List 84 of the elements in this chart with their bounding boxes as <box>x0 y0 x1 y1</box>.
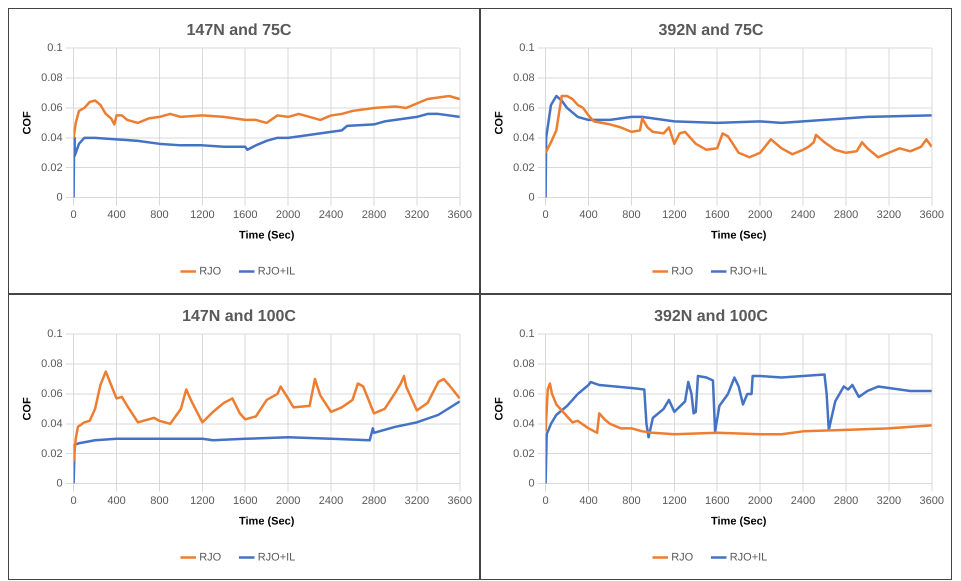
y-tick-label: 0.1 <box>519 42 535 54</box>
x-tick-label: 2800 <box>362 209 386 222</box>
x-tick-label: 400 <box>579 209 598 222</box>
x-tick-label: 3600 <box>448 209 472 222</box>
y-tick-label: 0.02 <box>513 162 535 174</box>
x-tick-label: 3200 <box>876 495 902 508</box>
x-axis-title: Time (Sec) <box>238 229 295 242</box>
x-tick-label: 3600 <box>920 495 944 508</box>
x-tick-label: 1200 <box>190 495 215 508</box>
legend-label: RJO <box>199 266 222 278</box>
x-tick-label: 1600 <box>704 495 730 508</box>
x-tick-label: 2800 <box>834 495 858 508</box>
x-tick-label: 2800 <box>362 495 386 508</box>
y-tick-label: 0.1 <box>47 328 63 340</box>
x-tick-label: 800 <box>150 495 169 508</box>
y-tick-label: 0.06 <box>513 388 535 400</box>
y-tick-label: 0.1 <box>47 42 63 54</box>
chart-title: 392N and 100C <box>654 308 768 326</box>
x-tick-label: 0 <box>70 495 77 508</box>
x-tick-label: 1200 <box>662 495 687 508</box>
x-axis-title: Time (Sec) <box>238 515 295 528</box>
chart-title: 392N and 75C <box>658 22 764 40</box>
y-tick-label: 0 <box>528 478 535 490</box>
y-tick-label: 0.08 <box>41 72 63 84</box>
y-tick-label: 0.04 <box>513 132 535 144</box>
x-tick-label: 1600 <box>704 209 730 222</box>
y-axis-title: COF <box>22 397 34 421</box>
y-tick-label: 0.04 <box>41 418 63 430</box>
x-tick-label: 3600 <box>448 495 472 508</box>
x-tick-label: 0 <box>542 495 549 508</box>
x-tick-label: 1600 <box>232 495 258 508</box>
x-tick-label: 2000 <box>748 495 772 508</box>
x-tick-label: 2400 <box>790 209 816 222</box>
y-tick-label: 0.04 <box>513 418 535 430</box>
x-tick-label: 800 <box>150 209 169 222</box>
x-tick-label: 400 <box>107 209 126 222</box>
x-tick-label: 2400 <box>318 209 344 222</box>
legend-label: RJO+IL <box>258 552 296 564</box>
chart-title: 147N and 75C <box>186 22 292 40</box>
y-axis-title: COF <box>22 111 34 135</box>
y-axis-title: COF <box>494 397 506 421</box>
x-tick-label: 2000 <box>748 209 772 222</box>
legend-label: RJO <box>199 552 222 564</box>
x-tick-label: 400 <box>107 495 126 508</box>
x-tick-label: 3200 <box>876 209 902 222</box>
x-axis-title: Time (Sec) <box>710 229 767 242</box>
y-tick-label: 0.08 <box>513 358 535 370</box>
x-axis-title: Time (Sec) <box>710 515 767 528</box>
y-tick-label: 0.06 <box>41 388 63 400</box>
legend-label: RJO <box>671 552 694 564</box>
y-axis-title: COF <box>494 111 506 135</box>
y-tick-label: 0.08 <box>41 358 63 370</box>
legend-label: RJO+IL <box>258 266 296 278</box>
x-tick-label: 2400 <box>318 495 344 508</box>
y-tick-label: 0.04 <box>41 132 63 144</box>
y-tick-label: 0.02 <box>41 162 63 174</box>
y-tick-label: 0 <box>56 478 63 490</box>
chart-title: 147N and 100C <box>182 308 296 326</box>
y-tick-label: 0 <box>528 192 535 204</box>
y-tick-label: 0.08 <box>513 72 535 84</box>
legend-label: RJO+IL <box>730 552 768 564</box>
y-tick-label: 0.06 <box>41 102 63 114</box>
x-tick-label: 0 <box>542 209 549 222</box>
x-tick-label: 400 <box>579 495 598 508</box>
y-tick-label: 0.06 <box>513 102 535 114</box>
x-tick-label: 2400 <box>790 495 816 508</box>
x-tick-label: 1200 <box>190 209 215 222</box>
x-tick-label: 2000 <box>276 495 300 508</box>
x-tick-label: 0 <box>70 209 77 222</box>
x-tick-label: 2800 <box>834 209 858 222</box>
x-tick-label: 2000 <box>276 209 300 222</box>
x-tick-label: 1600 <box>232 209 258 222</box>
x-tick-label: 3600 <box>920 209 944 222</box>
y-tick-label: 0.02 <box>41 448 63 460</box>
y-tick-label: 0.02 <box>513 448 535 460</box>
y-tick-label: 0.1 <box>519 328 535 340</box>
x-tick-label: 800 <box>622 209 641 222</box>
x-tick-label: 800 <box>622 495 641 508</box>
y-tick-label: 0 <box>56 192 63 204</box>
legend-label: RJO <box>671 266 694 278</box>
x-tick-label: 1200 <box>662 209 687 222</box>
x-tick-label: 3200 <box>404 209 430 222</box>
x-tick-label: 3200 <box>404 495 430 508</box>
legend-label: RJO+IL <box>730 266 768 278</box>
